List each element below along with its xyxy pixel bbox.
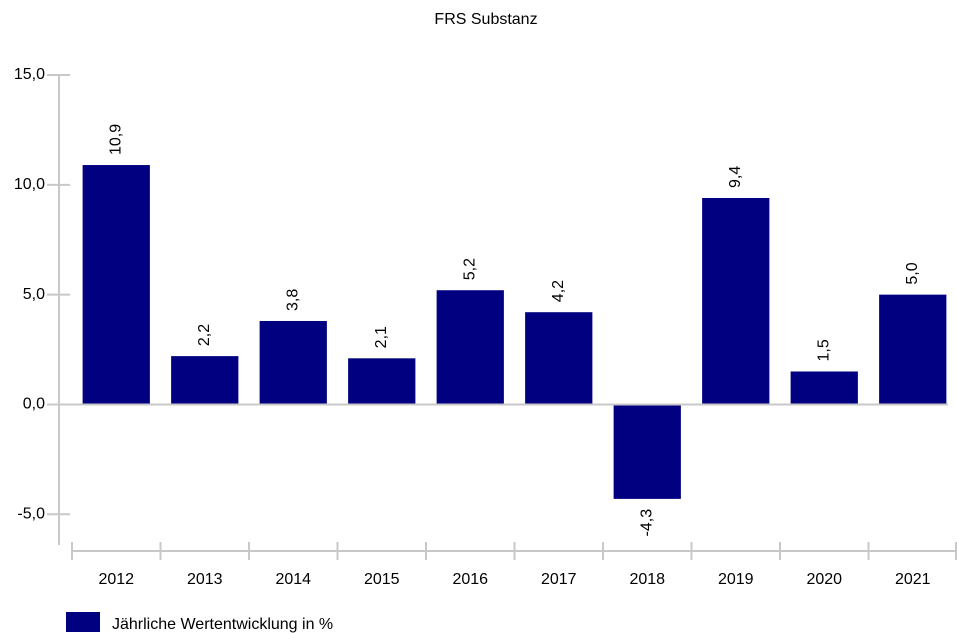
value-label: 1,5 xyxy=(815,339,832,361)
y-tick-label: 5,0 xyxy=(23,286,45,303)
x-tick-label: 2014 xyxy=(275,571,311,588)
x-tick-label: 2013 xyxy=(187,571,223,588)
bar xyxy=(525,312,593,405)
x-tick-label: 2015 xyxy=(364,571,400,588)
bar xyxy=(82,165,150,405)
bar xyxy=(259,320,327,405)
bar xyxy=(171,356,239,405)
bar xyxy=(613,404,681,499)
value-label: 5,0 xyxy=(904,262,921,284)
chart-title: FRS Substanz xyxy=(434,11,537,28)
value-label: 2,1 xyxy=(373,326,390,348)
y-tick-label: 10,0 xyxy=(14,176,45,193)
value-label: 2,2 xyxy=(196,324,213,346)
legend-label: Jährliche Wertentwicklung in % xyxy=(112,616,333,633)
bar xyxy=(702,197,770,405)
bar xyxy=(348,358,416,405)
bar xyxy=(879,294,947,405)
y-tick-label: 15,0 xyxy=(14,66,45,83)
bar xyxy=(790,371,858,405)
x-tick-label: 2018 xyxy=(629,571,665,588)
x-tick-label: 2017 xyxy=(541,571,577,588)
y-tick-label: -5,0 xyxy=(17,505,45,522)
value-label: -4,3 xyxy=(638,509,655,537)
value-label: 4,2 xyxy=(550,280,567,302)
y-tick-label: 0,0 xyxy=(23,396,45,413)
value-label: 3,8 xyxy=(284,289,301,311)
value-label: 10,9 xyxy=(107,124,124,155)
x-tick-label: 2012 xyxy=(98,571,134,588)
value-label: 9,4 xyxy=(727,166,744,188)
legend-swatch xyxy=(66,612,100,632)
bar xyxy=(436,290,504,405)
x-tick-label: 2020 xyxy=(806,571,842,588)
value-label: 5,2 xyxy=(461,258,478,280)
x-tick-label: 2016 xyxy=(452,571,488,588)
x-tick-label: 2019 xyxy=(718,571,754,588)
x-tick-label: 2021 xyxy=(895,571,931,588)
